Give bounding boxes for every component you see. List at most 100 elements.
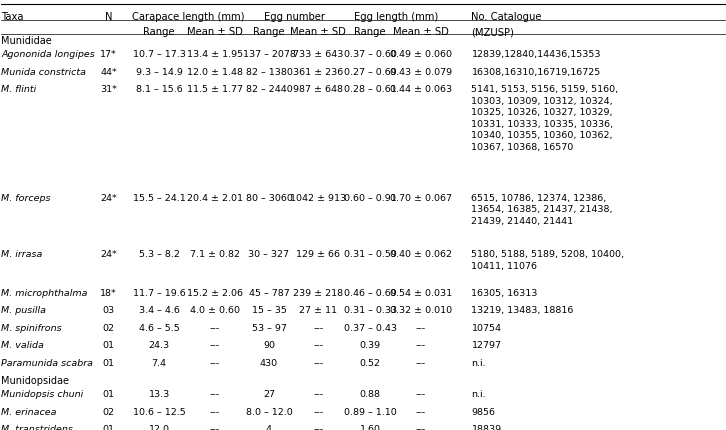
Text: 0.52: 0.52 (359, 359, 380, 368)
Text: 13.4 ± 1.95: 13.4 ± 1.95 (187, 50, 242, 59)
Text: 15 – 35: 15 – 35 (251, 306, 287, 315)
Text: 53 – 97: 53 – 97 (251, 324, 287, 333)
Text: N: N (105, 12, 113, 22)
Text: 12839,12840,14436,15353: 12839,12840,14436,15353 (471, 50, 601, 59)
Text: 0.37 – 0.60: 0.37 – 0.60 (344, 50, 396, 59)
Text: ---: --- (210, 425, 220, 430)
Text: ---: --- (416, 324, 426, 333)
Text: Egg number: Egg number (264, 12, 325, 22)
Text: 0.49 ± 0.060: 0.49 ± 0.060 (390, 50, 452, 59)
Text: 9856: 9856 (471, 408, 495, 417)
Text: 17*: 17* (100, 50, 117, 59)
Text: 8.1 – 15.6: 8.1 – 15.6 (136, 86, 182, 95)
Text: Paramunida scabra: Paramunida scabra (1, 359, 94, 368)
Text: 12.0 ± 1.48: 12.0 ± 1.48 (187, 68, 242, 77)
Text: 27 ± 11: 27 ± 11 (299, 306, 337, 315)
Text: M. valida: M. valida (1, 341, 44, 350)
Text: 18*: 18* (100, 289, 117, 298)
Text: M. transtridens: M. transtridens (1, 425, 73, 430)
Text: Carapace length (mm): Carapace length (mm) (131, 12, 244, 22)
Text: 4.0 ± 0.60: 4.0 ± 0.60 (189, 306, 240, 315)
Text: ---: --- (210, 390, 220, 399)
Text: 1042 ± 913: 1042 ± 913 (290, 194, 346, 203)
Text: 01: 01 (102, 341, 115, 350)
Text: 0.40 ± 0.062: 0.40 ± 0.062 (390, 250, 452, 259)
Text: ---: --- (210, 341, 220, 350)
Text: 44*: 44* (100, 68, 117, 77)
Text: No. Catalogue: No. Catalogue (471, 12, 542, 22)
Text: 11.7 – 19.6: 11.7 – 19.6 (133, 289, 185, 298)
Text: Range: Range (354, 28, 386, 37)
Text: M. irrasa: M. irrasa (1, 250, 43, 259)
Text: 239 ± 218: 239 ± 218 (293, 289, 343, 298)
Text: 24*: 24* (100, 194, 117, 203)
Text: ---: --- (313, 425, 323, 430)
Text: Range: Range (143, 28, 175, 37)
Text: 137 – 2078: 137 – 2078 (242, 50, 295, 59)
Text: 361 ± 236: 361 ± 236 (293, 68, 343, 77)
Text: 45 – 787: 45 – 787 (248, 289, 290, 298)
Text: 0.28 – 0.61: 0.28 – 0.61 (344, 86, 396, 95)
Text: 0.39: 0.39 (359, 341, 381, 350)
Text: 12.0: 12.0 (149, 425, 170, 430)
Text: M. spinifrons: M. spinifrons (1, 324, 62, 333)
Text: 02: 02 (102, 408, 115, 417)
Text: 13219, 13483, 18816: 13219, 13483, 18816 (471, 306, 574, 315)
Text: 0.43 ± 0.079: 0.43 ± 0.079 (390, 68, 452, 77)
Text: ---: --- (210, 408, 220, 417)
Text: 0.70 ± 0.067: 0.70 ± 0.067 (390, 194, 452, 203)
Text: Egg length (mm): Egg length (mm) (354, 12, 439, 22)
Text: Munidopsidae: Munidopsidae (1, 376, 70, 386)
Text: 3.4 – 4.6: 3.4 – 4.6 (139, 306, 179, 315)
Text: 129 ± 66: 129 ± 66 (296, 250, 340, 259)
Text: Munidopsis chuni: Munidopsis chuni (1, 390, 83, 399)
Text: ---: --- (210, 324, 220, 333)
Text: M. forceps: M. forceps (1, 194, 51, 203)
Text: 0.60 – 0.91: 0.60 – 0.91 (344, 194, 396, 203)
Text: 80 – 3060: 80 – 3060 (245, 194, 293, 203)
Text: 0.31 – 0.33: 0.31 – 0.33 (343, 306, 397, 315)
Text: 9.3 – 14.9: 9.3 – 14.9 (136, 68, 182, 77)
Text: 10754: 10754 (471, 324, 502, 333)
Text: 6515, 10786, 12374, 12386,
13654, 16385, 21437, 21438,
21439, 21440, 21441: 6515, 10786, 12374, 12386, 13654, 16385,… (471, 194, 613, 226)
Text: Munididae: Munididae (1, 37, 52, 46)
Text: 987 ± 648: 987 ± 648 (293, 86, 343, 95)
Text: 12797: 12797 (471, 341, 502, 350)
Text: ---: --- (416, 341, 426, 350)
Text: 01: 01 (102, 425, 115, 430)
Text: ---: --- (313, 359, 323, 368)
Text: 7.4: 7.4 (152, 359, 166, 368)
Text: 0.46 – 0.69: 0.46 – 0.69 (344, 289, 396, 298)
Text: 10.6 – 12.5: 10.6 – 12.5 (133, 408, 185, 417)
Text: ---: --- (416, 425, 426, 430)
Text: 02: 02 (102, 324, 115, 333)
Text: 11.5 ± 1.77: 11.5 ± 1.77 (187, 86, 242, 95)
Text: 5141, 5153, 5156, 5159, 5160,
10303, 10309, 10312, 10324,
10325, 10326, 10327, 1: 5141, 5153, 5156, 5159, 5160, 10303, 103… (471, 86, 619, 152)
Text: 0.37 – 0.43: 0.37 – 0.43 (343, 324, 396, 333)
Text: ---: --- (313, 390, 323, 399)
Text: 0.89 – 1.10: 0.89 – 1.10 (344, 408, 396, 417)
Text: 0.88: 0.88 (359, 390, 380, 399)
Text: 03: 03 (102, 306, 115, 315)
Text: 4: 4 (266, 425, 272, 430)
Text: Range: Range (253, 28, 285, 37)
Text: 1.60: 1.60 (359, 425, 380, 430)
Text: 430: 430 (260, 359, 278, 368)
Text: Taxa: Taxa (1, 12, 24, 22)
Text: 0.31 – 0.59: 0.31 – 0.59 (344, 250, 396, 259)
Text: 5180, 5188, 5189, 5208, 10400,
10411, 11076: 5180, 5188, 5189, 5208, 10400, 10411, 11… (471, 250, 624, 270)
Text: 13.3: 13.3 (148, 390, 170, 399)
Text: 82 – 1380: 82 – 1380 (245, 68, 293, 77)
Text: M. pusilla: M. pusilla (1, 306, 46, 315)
Text: Mean ± SD: Mean ± SD (290, 28, 346, 37)
Text: 82 – 2440: 82 – 2440 (245, 86, 293, 95)
Text: 0.54 ± 0.031: 0.54 ± 0.031 (390, 289, 452, 298)
Text: 01: 01 (102, 390, 115, 399)
Text: M. erinacea: M. erinacea (1, 408, 57, 417)
Text: 24*: 24* (100, 250, 117, 259)
Text: ---: --- (416, 390, 426, 399)
Text: ---: --- (416, 359, 426, 368)
Text: 7.1 ± 0.82: 7.1 ± 0.82 (189, 250, 240, 259)
Text: Mean ± SD: Mean ± SD (393, 28, 449, 37)
Text: 10.7 – 17.3: 10.7 – 17.3 (133, 50, 185, 59)
